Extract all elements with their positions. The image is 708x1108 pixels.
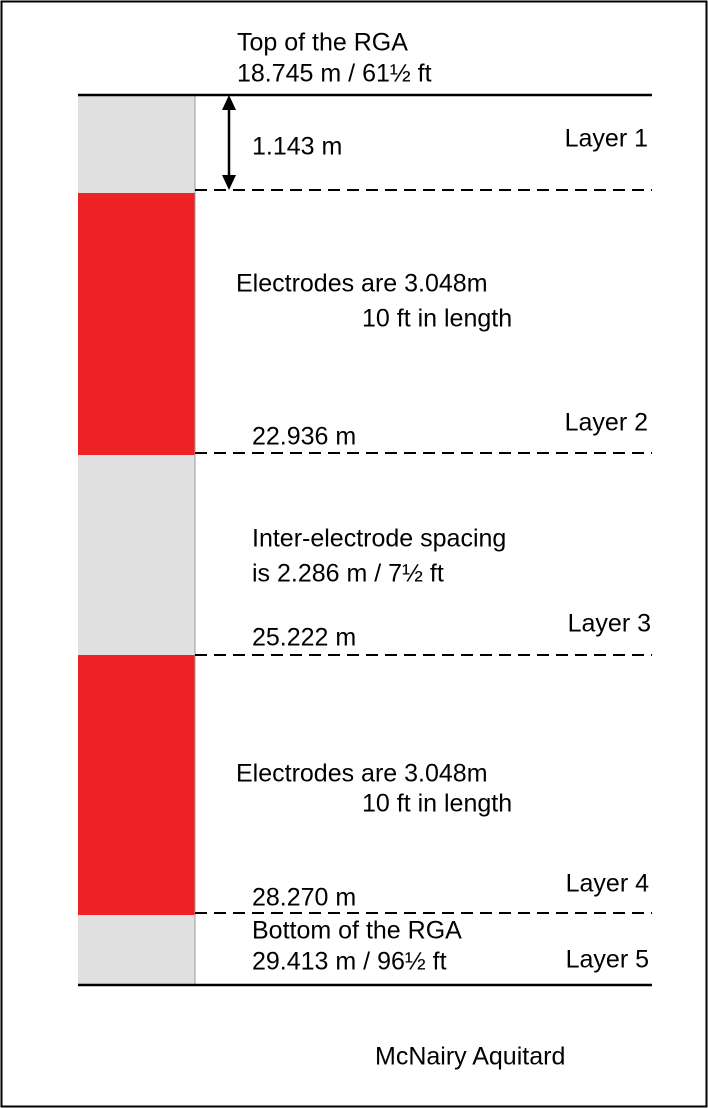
layer-label: Layer 5	[566, 946, 649, 974]
note: Bottom of the RGA	[252, 917, 462, 945]
layer-label: Layer 3	[568, 610, 651, 638]
note: 10 ft in length	[362, 790, 512, 818]
note: Inter-electrode spacing	[252, 525, 506, 553]
note: Electrodes are 3.048m	[236, 760, 488, 788]
depth-label: 25.222 m	[252, 624, 356, 652]
top-title: Top of the RGA	[237, 29, 408, 57]
note: 10 ft in length	[362, 305, 512, 333]
arrow-head	[222, 95, 236, 110]
depth-label: 22.936 m	[252, 423, 356, 451]
depth-label: 28.270 m	[252, 884, 356, 912]
note: Electrodes are 3.048m	[236, 270, 488, 298]
layer-label: Layer 2	[565, 409, 648, 437]
layer-label: Layer 4	[566, 870, 649, 898]
electrode-block	[78, 193, 195, 455]
layer-label: Layer 1	[565, 125, 648, 153]
note: 29.413 m / 96½ ft	[252, 948, 447, 976]
electrode-block	[78, 655, 195, 915]
layer-block	[78, 455, 195, 655]
depth-label: 1.143 m	[252, 133, 342, 161]
arrow-head	[222, 175, 236, 190]
footer: McNairy Aquitard	[375, 1043, 565, 1071]
layer-block	[78, 95, 195, 193]
note: is 2.286 m / 7½ ft	[252, 560, 444, 588]
layer-block	[78, 915, 195, 985]
top-depth: 18.745 m / 61½ ft	[237, 60, 432, 88]
